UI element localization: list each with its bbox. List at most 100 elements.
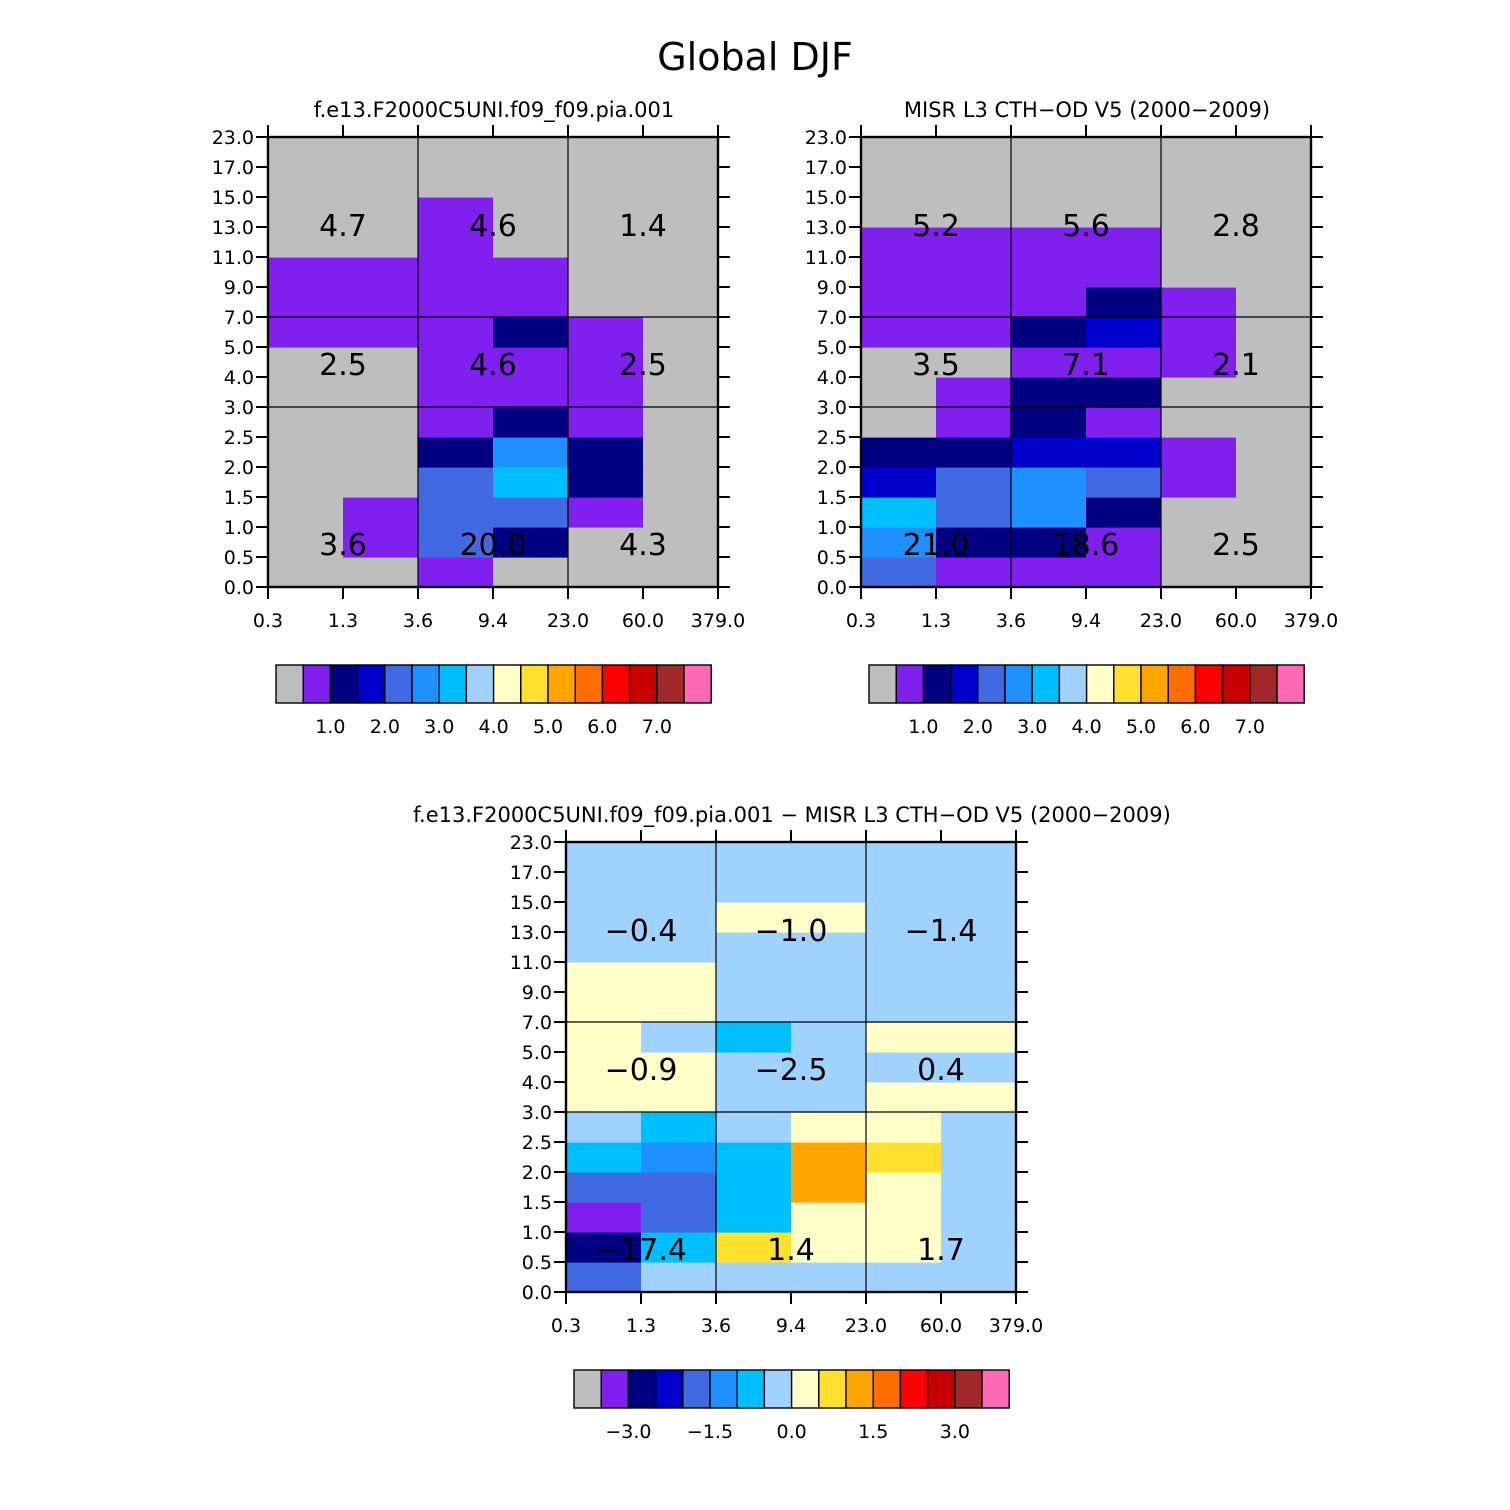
- histogram-cell: [1011, 497, 1087, 528]
- histogram-cell: [791, 1232, 867, 1263]
- box-total-label: 0.4: [917, 1053, 965, 1088]
- histogram-cell: [1011, 287, 1087, 318]
- histogram-cell: [566, 1052, 642, 1083]
- histogram-cell: [641, 932, 717, 963]
- histogram-cell: [268, 407, 344, 438]
- x-tick-label: 1.3: [626, 1315, 656, 1337]
- histogram-cell: [1011, 527, 1087, 558]
- histogram-cell: [866, 1262, 942, 1293]
- histogram-cell: [936, 137, 1012, 168]
- histogram-cell: [268, 527, 344, 558]
- histogram-cell: [268, 257, 344, 288]
- colorbar-swatch: [895, 664, 925, 704]
- histogram-cell: [791, 1082, 867, 1113]
- histogram-cell: [566, 1202, 642, 1233]
- histogram-cell: [1236, 197, 1312, 228]
- histogram-cell: [866, 1232, 942, 1263]
- histogram-cell: [1236, 137, 1312, 168]
- histogram-cell: [861, 137, 937, 168]
- histogram-cell: [643, 557, 719, 588]
- histogram-cell: [791, 1112, 867, 1143]
- histogram-cell: [268, 347, 344, 378]
- histogram-cell: [791, 1172, 867, 1203]
- histogram-cell: [941, 902, 1017, 933]
- histogram-cell: [418, 317, 494, 348]
- histogram-cell: [418, 467, 494, 498]
- histogram-cell: [566, 962, 642, 993]
- colorbar-swatch: [573, 1369, 602, 1409]
- histogram-cell: [1086, 227, 1162, 258]
- histogram-cell: [643, 377, 719, 408]
- colorbar-label: 3.0: [424, 716, 454, 738]
- histogram-cell: [866, 902, 942, 933]
- y-tick-label: 15.0: [805, 187, 847, 209]
- histogram-cell: [716, 1172, 792, 1203]
- histogram-cell: [1236, 467, 1312, 498]
- box-total-label: 7.1: [1062, 348, 1110, 383]
- histogram-cell: [1086, 197, 1162, 228]
- histogram-cell: [418, 197, 494, 228]
- colorbar-swatch: [1140, 664, 1169, 704]
- y-tick-label: 0.5: [224, 547, 254, 569]
- colorbar-swatch: [1058, 664, 1088, 704]
- histogram-cell: [1011, 377, 1087, 408]
- histogram-cell: [493, 437, 569, 468]
- histogram-cell: [1161, 137, 1237, 168]
- histogram-cell: [1236, 287, 1312, 318]
- y-tick-label: 5.0: [224, 337, 254, 359]
- colorbar-label: 1.0: [908, 716, 938, 738]
- histogram-cell: [643, 257, 719, 288]
- histogram-cell: [343, 197, 419, 228]
- histogram-cell: [641, 1112, 717, 1143]
- y-tick-label: 11.0: [510, 952, 552, 974]
- histogram-cell: [936, 557, 1012, 588]
- histogram-cell: [1161, 347, 1237, 378]
- box-total-label: 3.6: [319, 528, 367, 563]
- histogram-cell: [866, 842, 942, 873]
- histogram-cell: [343, 167, 419, 198]
- histogram-cell: [568, 377, 644, 408]
- histogram-cell: [493, 167, 569, 198]
- histogram-cell: [716, 992, 792, 1023]
- y-tick-label: 7.0: [817, 307, 847, 329]
- colorbar-swatch: [763, 1369, 793, 1409]
- y-tick-label: 2.5: [224, 427, 254, 449]
- histogram-cell: [641, 872, 717, 903]
- histogram-cell: [936, 377, 1012, 408]
- chart-panel-2: MISR L3 CTH−OD V5 (2000−2009) 0.0 0.5 1.0 1.…: [805, 98, 1339, 738]
- histogram-cell: [1086, 167, 1162, 198]
- panel-title: f.e13.F2000C5UNI.f09_f09.pia.001 − MISR …: [413, 803, 1171, 828]
- colorbar-label: 1.5: [858, 1421, 888, 1443]
- histogram-cell: [568, 557, 644, 588]
- histogram-cell: [418, 377, 494, 408]
- colorbar-label: −1.5: [687, 1421, 733, 1443]
- histogram-cell: [268, 227, 344, 258]
- histogram-cell: [716, 872, 792, 903]
- histogram-cell: [1086, 377, 1162, 408]
- colorbar-swatch: [601, 664, 631, 704]
- y-tick-label: 15.0: [510, 892, 552, 914]
- colorbar-label: 6.0: [587, 716, 617, 738]
- y-tick-label: 2.5: [522, 1132, 552, 1154]
- x-tick-label: 60.0: [920, 1315, 962, 1337]
- colorbar-swatch: [1085, 664, 1115, 704]
- histogram-cell: [493, 407, 569, 438]
- colorbar-swatch: [872, 1369, 902, 1409]
- y-tick-label: 17.0: [510, 862, 552, 884]
- histogram-cell: [643, 287, 719, 318]
- histogram-cell: [716, 1142, 792, 1173]
- histogram-cell: [1011, 347, 1087, 378]
- histogram-cell: [936, 197, 1012, 228]
- box-total-label: 4.7: [319, 209, 367, 244]
- histogram-cell: [1086, 557, 1162, 588]
- histogram-cell: [1086, 287, 1162, 318]
- x-tick-label: 9.4: [1071, 610, 1101, 632]
- colorbar-swatch: [438, 664, 468, 704]
- histogram-cell: [268, 197, 344, 228]
- box-total-label: 2.5: [619, 348, 667, 383]
- y-tick-label: 3.0: [224, 397, 254, 419]
- box-total-label: 4.3: [619, 528, 667, 563]
- y-tick-label: 0.0: [522, 1282, 552, 1304]
- y-tick-label: 4.0: [224, 367, 254, 389]
- colorbar-swatch: [1276, 664, 1305, 704]
